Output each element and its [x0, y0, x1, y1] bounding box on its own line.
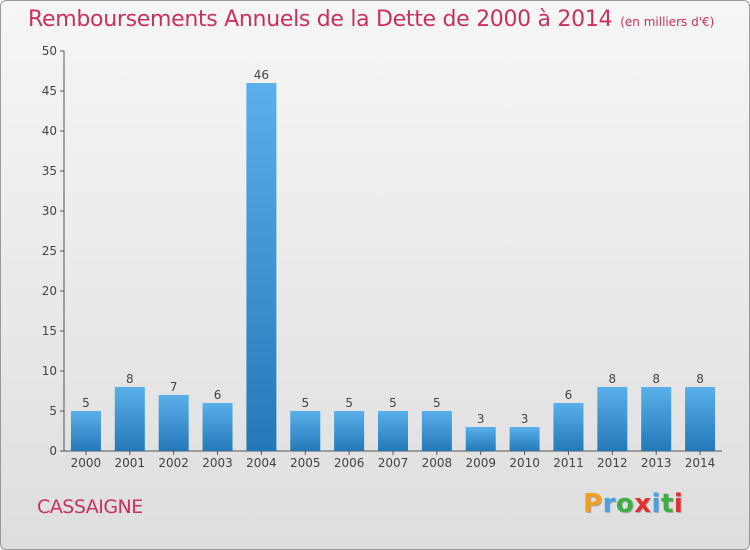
- bar: [421, 411, 452, 451]
- x-tick-label: 2007: [378, 456, 409, 470]
- proxiti-logo: Proxiti: [583, 489, 683, 519]
- chart-title: Remboursements Annuels de la Dette de 20…: [28, 7, 714, 32]
- y-tick-label: 20: [42, 284, 57, 298]
- bar: [597, 387, 628, 451]
- bar: [641, 387, 672, 451]
- y-tick-label: 35: [42, 164, 57, 178]
- y-tick-label: 50: [42, 44, 57, 58]
- bar-value-label: 7: [170, 380, 178, 394]
- x-tick-label: 2014: [685, 456, 716, 470]
- bar: [334, 411, 365, 451]
- bar-value-label: 8: [696, 372, 704, 386]
- x-tick-label: 2003: [202, 456, 233, 470]
- bar-value-label: 3: [477, 412, 485, 426]
- commune-name: CASSAIGNE: [37, 496, 143, 518]
- x-tick-label: 2005: [290, 456, 321, 470]
- logo-letter: i: [673, 489, 684, 519]
- x-tick-label: 2006: [334, 456, 365, 470]
- logo-letter: i: [651, 489, 661, 519]
- logo-letter: P: [583, 489, 603, 519]
- x-tick-label: 2004: [246, 456, 277, 470]
- bar: [158, 395, 189, 451]
- bar-value-label: 8: [652, 372, 660, 386]
- bar-value-label: 5: [389, 396, 397, 410]
- x-tick-label: 2012: [597, 456, 628, 470]
- bar-value-label: 6: [565, 388, 573, 402]
- bar: [290, 411, 321, 451]
- bar-value-label: 5: [301, 396, 309, 410]
- logo-letter: o: [615, 489, 635, 519]
- x-tick-label: 2002: [158, 456, 189, 470]
- bar-value-label: 3: [521, 412, 529, 426]
- bar-value-label: 5: [82, 396, 90, 410]
- bar: [509, 427, 540, 451]
- y-tick-label: 10: [42, 364, 57, 378]
- x-tick-label: 2000: [71, 456, 102, 470]
- logo-letter: t: [660, 489, 674, 519]
- y-tick-label: 45: [42, 84, 57, 98]
- bar-value-label: 6: [214, 388, 222, 402]
- title-text: Remboursements Annuels de la Dette de 20…: [28, 7, 613, 32]
- bar: [246, 83, 277, 451]
- title-unit: (en milliers d'€): [620, 15, 715, 29]
- bar: [465, 427, 496, 451]
- x-tick-label: 2001: [115, 456, 146, 470]
- y-tick-label: 30: [42, 204, 57, 218]
- bar: [202, 403, 233, 451]
- bar-value-label: 8: [126, 372, 134, 386]
- bar: [685, 387, 716, 451]
- y-tick-label: 40: [42, 124, 57, 138]
- bar: [378, 411, 408, 451]
- y-tick-label: 5: [49, 404, 57, 418]
- bar-value-label: 8: [609, 372, 617, 386]
- x-tick-label: 2010: [509, 456, 540, 470]
- logo-letter: x: [634, 489, 652, 519]
- y-tick-label: 0: [49, 444, 57, 458]
- x-tick-label: 2009: [465, 456, 496, 470]
- y-tick-label: 15: [42, 324, 57, 338]
- bar-value-label: 5: [433, 396, 441, 410]
- bar: [114, 387, 145, 451]
- bar: [553, 403, 584, 451]
- x-tick-label: 2011: [553, 456, 584, 470]
- bar-value-label: 5: [345, 396, 353, 410]
- x-tick-label: 2008: [422, 456, 453, 470]
- logo-letter: r: [602, 489, 616, 519]
- bar: [70, 411, 101, 451]
- x-tick-label: 2013: [641, 456, 672, 470]
- y-tick-label: 25: [42, 244, 57, 258]
- bar-value-label: 46: [254, 68, 269, 82]
